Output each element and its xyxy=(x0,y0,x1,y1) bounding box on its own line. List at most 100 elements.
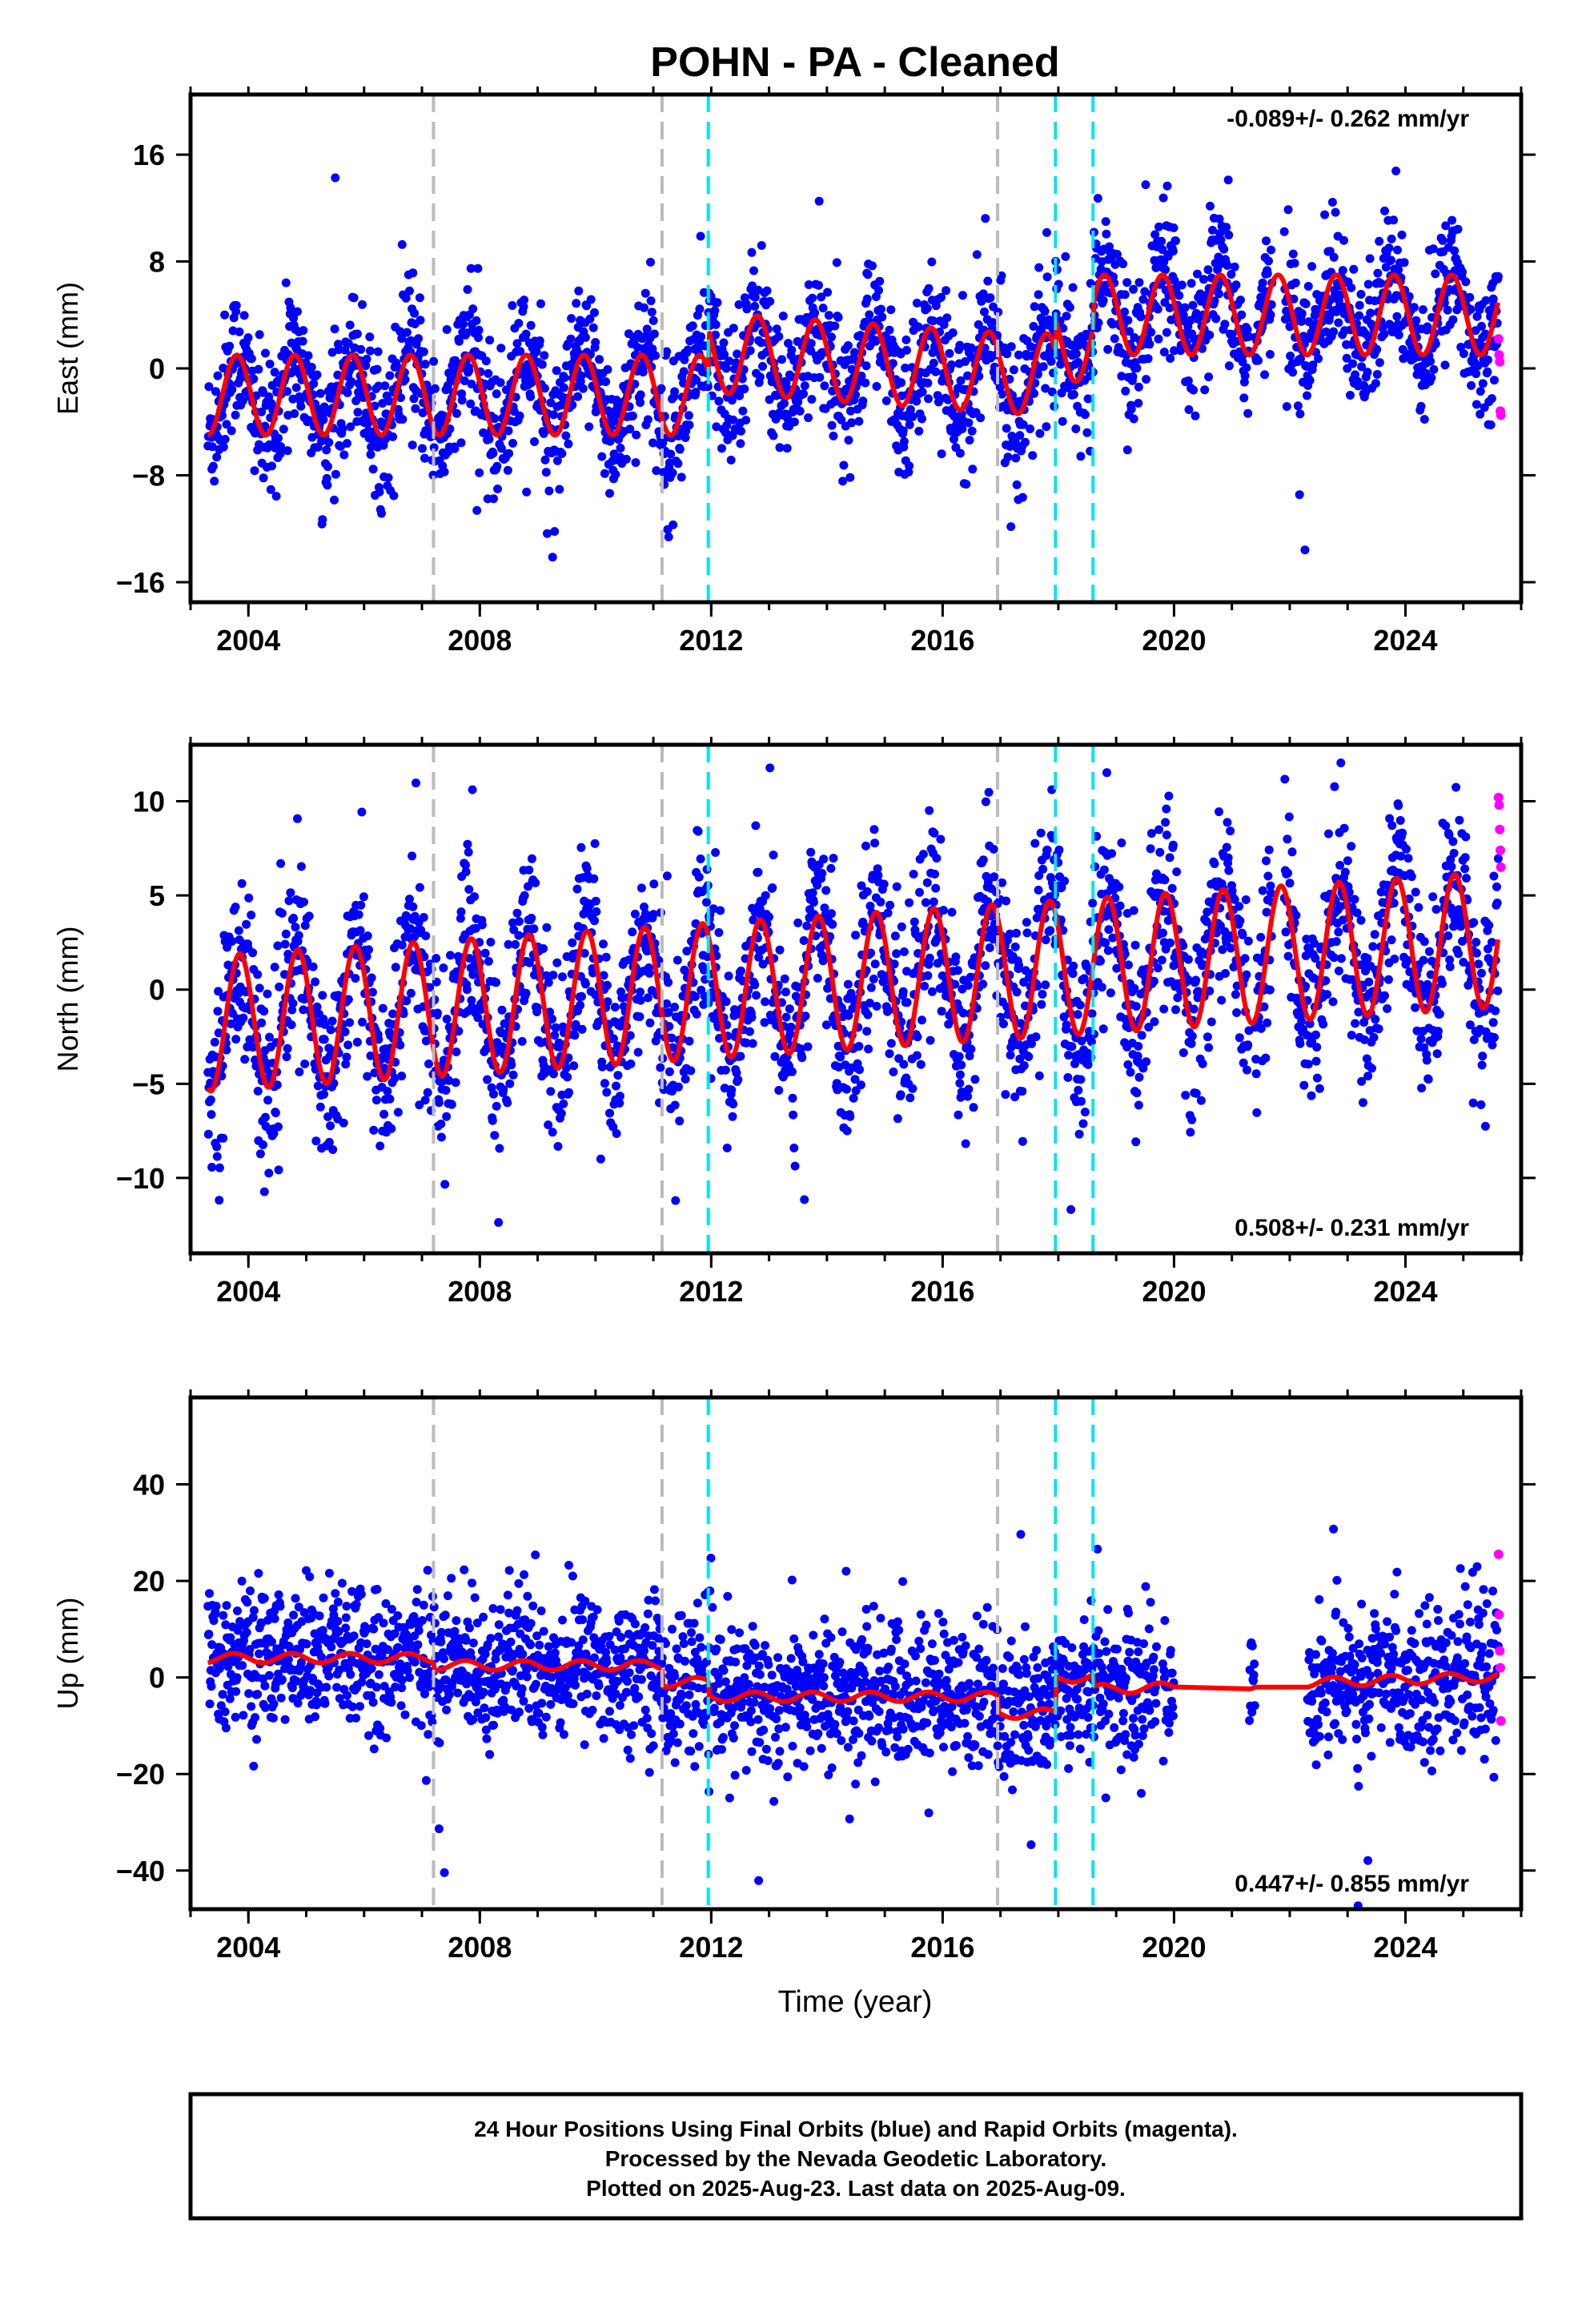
data-point xyxy=(713,298,722,308)
data-point xyxy=(1134,1072,1144,1082)
data-point xyxy=(726,456,736,464)
data-point xyxy=(946,360,956,369)
data-point xyxy=(215,1163,224,1172)
data-point xyxy=(643,993,652,1003)
data-point xyxy=(1254,356,1263,365)
data-point xyxy=(664,978,673,987)
data-point xyxy=(421,1036,431,1046)
data-point xyxy=(1299,1080,1309,1090)
data-point xyxy=(1394,330,1403,340)
data-point xyxy=(732,1068,741,1078)
data-point xyxy=(219,442,228,452)
data-point xyxy=(695,304,705,314)
data-point xyxy=(492,1101,501,1111)
data-point xyxy=(615,1092,624,1101)
data-point xyxy=(945,348,954,358)
data-point xyxy=(765,912,773,922)
data-point xyxy=(675,1116,685,1126)
data-point xyxy=(1307,262,1317,271)
data-point xyxy=(1283,205,1293,215)
data-point xyxy=(722,1144,732,1152)
data-point xyxy=(854,1042,864,1051)
data-point xyxy=(1034,290,1043,300)
data-point xyxy=(1062,1020,1071,1030)
data-point xyxy=(287,1020,296,1030)
data-point xyxy=(1262,856,1271,866)
data-point xyxy=(539,944,548,953)
data-point xyxy=(817,292,826,302)
data-point xyxy=(580,979,590,989)
data-point xyxy=(1305,376,1315,385)
data-point xyxy=(450,444,460,453)
data-point xyxy=(1150,1017,1159,1027)
data-point xyxy=(492,461,502,471)
data-point xyxy=(467,380,476,388)
data-point xyxy=(1351,370,1360,380)
data-point xyxy=(343,439,351,448)
data-point xyxy=(1074,1129,1084,1139)
data-point xyxy=(416,925,426,935)
data-point xyxy=(671,1196,681,1205)
data-point xyxy=(568,938,577,947)
data-point xyxy=(1076,1075,1086,1084)
data-point xyxy=(1223,853,1233,862)
data-point xyxy=(274,1122,283,1132)
data-point xyxy=(1411,316,1421,325)
data-point xyxy=(559,383,568,392)
data-point xyxy=(1129,414,1138,424)
data-point xyxy=(669,520,678,529)
data-point xyxy=(1058,416,1067,426)
data-point xyxy=(998,878,1007,887)
data-point xyxy=(340,345,350,355)
data-point xyxy=(227,426,236,436)
data-point xyxy=(286,303,295,312)
data-point xyxy=(605,489,614,498)
data-point xyxy=(457,396,467,405)
data-point xyxy=(749,266,758,275)
data-point xyxy=(582,864,592,873)
data-point xyxy=(1083,394,1093,404)
y-axis-label: East (mm) xyxy=(51,282,84,415)
data-point xyxy=(1242,363,1251,372)
y-tick-label: 16 xyxy=(133,139,165,171)
data-point xyxy=(576,1000,585,1010)
data-point xyxy=(1031,1032,1041,1042)
data-point xyxy=(950,979,960,989)
data-point xyxy=(548,553,557,562)
data-point xyxy=(307,363,316,372)
data-point xyxy=(550,1031,560,1040)
data-point xyxy=(761,997,770,1007)
data-point xyxy=(736,1051,745,1061)
data-point xyxy=(717,444,726,453)
data-point xyxy=(372,364,382,374)
data-point xyxy=(1295,490,1304,500)
data-point xyxy=(1030,388,1039,398)
data-point xyxy=(265,1032,274,1042)
data-point xyxy=(804,280,813,289)
data-point xyxy=(872,1002,881,1011)
data-point xyxy=(808,888,817,898)
data-point xyxy=(1351,1019,1360,1028)
data-point xyxy=(769,431,778,440)
data-point xyxy=(1279,227,1289,236)
data-point xyxy=(1267,245,1276,255)
data-point xyxy=(318,991,327,1000)
data-point xyxy=(983,276,993,286)
data-point xyxy=(1204,372,1214,382)
data-point xyxy=(758,959,768,969)
data-point xyxy=(856,1080,865,1090)
data-point xyxy=(629,336,639,345)
y-tick-label: 8 xyxy=(149,246,165,279)
data-point xyxy=(692,1009,701,1019)
data-point xyxy=(275,982,284,991)
data-point xyxy=(530,437,539,446)
data-point xyxy=(1200,385,1210,395)
data-point xyxy=(870,959,880,969)
data-point xyxy=(484,368,493,378)
data-point xyxy=(668,468,677,477)
data-point xyxy=(772,324,781,334)
data-point xyxy=(862,294,872,304)
data-point xyxy=(917,387,927,396)
data-point xyxy=(257,407,267,416)
data-point xyxy=(1183,955,1193,964)
